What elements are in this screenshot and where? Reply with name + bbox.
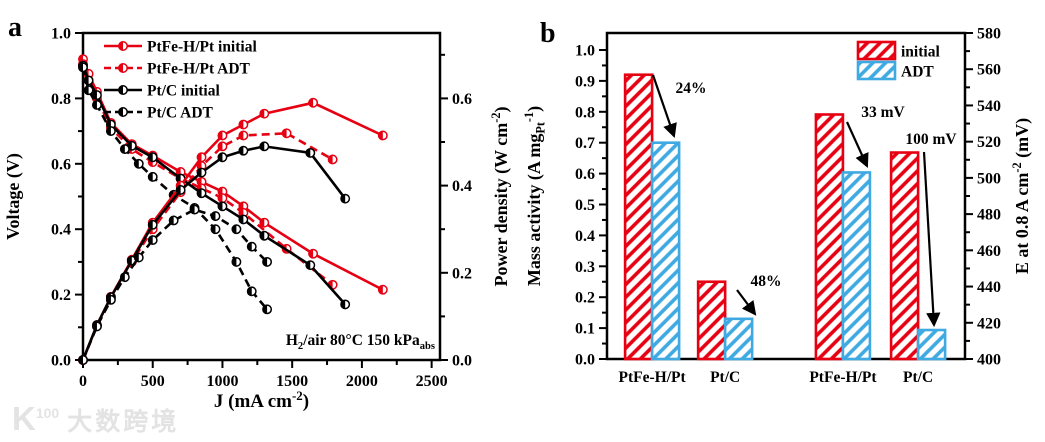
category-label: Pt/C [903, 369, 933, 386]
panel-b-bar-chart: 0.0 0.1 0.2 0.3 0.4 0.5 0.6 0.7 0.8 0.9 1.0 400 420 4… [522, 26, 1033, 387]
y-right-tick-label: 400 [977, 352, 1001, 369]
bar-initial [623, 73, 654, 361]
legend-item-pt-c-initial: Pt/C initial [104, 83, 220, 100]
bar-adt [916, 328, 947, 361]
watermark-text: 大数跨境 [67, 408, 180, 436]
y-left-tick-label: 0.8 [575, 104, 595, 121]
watermark: K100 大数跨境 [12, 400, 179, 438]
plot-frame [81, 31, 442, 362]
bar-group-pt-c-mass-activity [696, 280, 754, 361]
series-pt-c-initial-polarization [78, 60, 351, 310]
bar-group-ptfe-h-pt-mass-activity [623, 73, 681, 361]
y-right-tick-label: 520 [977, 134, 1001, 151]
annotation-text: 33 mV [861, 104, 905, 121]
legend-label: ADT [901, 64, 934, 81]
annotation-24: 24% [651, 74, 707, 139]
annotation-100-mv: 100 mV [905, 131, 957, 328]
y-right-tick-label: 460 [977, 243, 1001, 260]
y-left-tick-label: 0.2 [51, 287, 71, 304]
y-left-tick-label: 1.0 [51, 26, 71, 43]
x-tick-label: 1500 [276, 373, 308, 390]
x-axis-title: J (mA cm-2) [214, 388, 309, 412]
y-right-tick-label: 580 [977, 26, 1001, 43]
bar-adt [723, 317, 754, 361]
y-right-tick-label: 0.2 [452, 265, 472, 282]
x-tick-label: 2000 [346, 373, 378, 390]
y-left-tick-label: 0.2 [575, 290, 595, 307]
y-right-axis-title: Power density (W cm-2) [489, 106, 512, 286]
y-left-tick-label: 0.5 [575, 197, 595, 214]
legend-label: PtFe-H/Pt initial [147, 39, 257, 56]
bar-group-pt-c-e-at-0-8a [889, 151, 947, 361]
panel-b-label: b [540, 18, 556, 49]
watermark-logo-icon: K [12, 400, 36, 437]
panel-a-label: a [8, 12, 22, 43]
y-right-tick-label: 480 [977, 207, 1001, 224]
y-left-tick-label: 0.8 [51, 91, 71, 108]
y-right-tick-label: 540 [977, 98, 1001, 115]
x-tick-label: 0 [79, 373, 87, 390]
series-pt-c-adt-power-density [78, 204, 273, 365]
annotation-48: 48% [736, 273, 782, 316]
y-left-tick-label: 0.6 [575, 166, 595, 183]
x-tick-label: 1000 [206, 373, 238, 390]
series-pt-c-adt-polarization [78, 62, 273, 315]
x-tick-label: 500 [141, 373, 165, 390]
y-left-axis-title: Voltage (V) [3, 153, 24, 240]
y-right-tick-label: 500 [977, 170, 1001, 187]
annotation-33-mv: 33 mV [845, 104, 906, 168]
y-left-tick-label: 0.0 [575, 352, 595, 369]
bar-initial [696, 280, 727, 361]
bar-group-ptfe-h-pt-e-at-0-8a [814, 113, 872, 361]
annotation-text: 48% [751, 273, 782, 290]
y-right-tick-label: 0.4 [452, 178, 472, 195]
legend-label: PtFe-H/Pt ADT [147, 61, 251, 78]
y-left-tick-label: 0.4 [51, 222, 71, 239]
y-left-tick-label: 0.3 [575, 259, 595, 276]
y-right-tick-label: 0.0 [452, 353, 472, 370]
legend-item-adt: ADT [856, 60, 934, 81]
condition-note: H2/air 80°C 150 kPaabs [286, 332, 435, 352]
y-left-tick-label: 0.7 [575, 135, 595, 152]
bar-initial [889, 151, 920, 361]
legend-label: Pt/C initial [147, 83, 220, 100]
y-right-axis-title: E at 0.8 A cm-2 (mV) [1010, 118, 1033, 274]
legend-label: Pt/C ADT [147, 105, 214, 122]
legend-item-pt-c-adt: Pt/C ADT [104, 105, 214, 122]
bar-adt [841, 171, 872, 361]
y-left-tick-label: 0.4 [575, 228, 595, 245]
category-label: PtFe-H/Pt [809, 369, 877, 386]
x-tick-label: 2500 [416, 373, 448, 390]
bar-initial [814, 113, 845, 361]
panel-a-polarization-chart: 0 500 1000 1500 2000 25000.00.20.40.60.81.00.… [3, 26, 512, 413]
legend-item-ptfe-h-pt-initial: PtFe-H/Pt initial [104, 39, 257, 56]
watermark-logo-sup: 100 [35, 405, 60, 421]
legend-item-ptfe-h-pt-adt: PtFe-H/Pt ADT [104, 61, 251, 78]
y-left-tick-label: 0.6 [51, 156, 71, 173]
category-label: PtFe-H/Pt [619, 369, 687, 386]
y-left-tick-label: 1.0 [575, 42, 595, 59]
series-ptfe-h-pt-adt-power-density [78, 128, 338, 365]
annotation-text: 24% [676, 80, 707, 97]
legend-item-initial: initial [856, 40, 940, 61]
y-right-tick-label: 560 [977, 62, 1001, 79]
annotation-text: 100 mV [905, 131, 957, 148]
y-right-tick-label: 420 [977, 315, 1001, 332]
y-left-tick-label: 0.1 [575, 321, 595, 338]
y-left-axis-title: Mass activity (A mgPt-1) [522, 106, 548, 286]
y-right-tick-label: 440 [977, 279, 1001, 296]
legend-label: initial [901, 44, 940, 61]
category-label: Pt/C [710, 369, 740, 386]
y-left-tick-label: 0.0 [51, 353, 71, 370]
bar-adt [650, 141, 681, 361]
y-left-tick-label: 0.9 [575, 73, 595, 90]
y-right-tick-label: 0.6 [452, 91, 472, 108]
